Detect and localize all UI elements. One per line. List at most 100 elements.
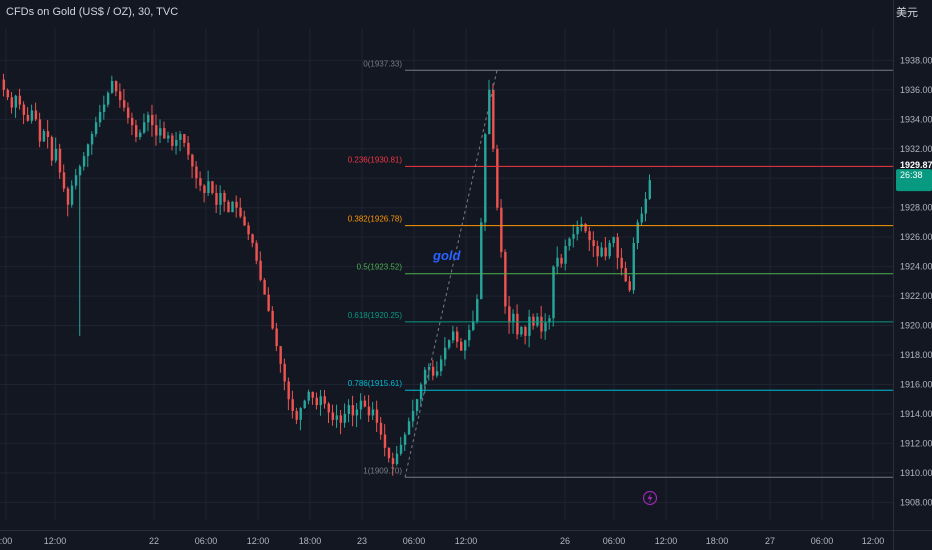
price-tick-label: 1908.00 <box>900 497 932 507</box>
candle-body <box>472 321 475 330</box>
candle-body <box>98 111 102 123</box>
price-tick-label: 1922.00 <box>900 291 932 301</box>
candle-body <box>247 225 250 235</box>
candle-body <box>427 366 431 370</box>
time-axis[interactable]: :00 12:00 22 06:00 12:00 18:00 23 06:00 12:00 26 0… <box>0 530 932 547</box>
candle-body <box>464 340 467 351</box>
fib-level-label: 0.5(1923.52) <box>357 263 403 272</box>
candle-body <box>42 131 46 142</box>
candle-body <box>106 92 110 105</box>
candle-body <box>556 257 559 267</box>
candle-body <box>419 384 423 400</box>
candle-body <box>143 122 146 133</box>
candle-body <box>435 371 439 376</box>
candle-body <box>34 110 38 120</box>
fib-level-label: 0.382(1926.78) <box>348 215 403 224</box>
fib-level-label: 1(1909.70) <box>363 466 402 475</box>
price-tick-label: 1936.00 <box>900 85 932 95</box>
fibonacci-retracement[interactable]: 0(1937.33) 0.236(1930.81) 0.382(1926.78) 0.… <box>348 59 893 478</box>
candle-body <box>74 175 78 186</box>
candle-body <box>283 363 286 382</box>
price-tick-label: 1934.00 <box>900 114 932 124</box>
currency-label[interactable]: 美元 <box>896 7 918 19</box>
candle-body <box>468 329 471 341</box>
candle-body <box>126 107 130 118</box>
candle-body <box>279 346 282 364</box>
time-tick-label: 27 <box>765 536 775 546</box>
candle-body <box>391 458 395 465</box>
candle-body <box>600 247 603 257</box>
candle-body <box>548 318 551 323</box>
chart-title: CFDs on Gold (US$ / OZ), 30, TVC <box>6 6 179 18</box>
fib-level-label: 0.618(1920.25) <box>348 311 403 320</box>
lightning-icon[interactable] <box>642 490 658 506</box>
candle-body <box>239 207 242 217</box>
candle-body <box>243 216 246 226</box>
candle-body <box>195 166 198 179</box>
fib-level-label: 0.786(1915.61) <box>348 379 403 388</box>
candle-body <box>504 251 507 307</box>
candle-body <box>528 316 531 336</box>
candle-body <box>86 144 90 157</box>
candle-body <box>263 279 266 295</box>
candle-body <box>175 139 178 146</box>
candle-body <box>359 400 363 410</box>
candle-body <box>628 281 631 291</box>
candle-body <box>339 415 343 423</box>
candle-body <box>255 243 258 261</box>
candle-body <box>22 104 26 115</box>
price-tick-label: 1932.00 <box>900 144 932 154</box>
candle-body <box>130 117 134 126</box>
candle-body <box>235 201 238 208</box>
candle-body <box>371 409 375 416</box>
candle-body <box>291 399 294 411</box>
candle-body <box>211 181 214 193</box>
candle-body <box>223 192 226 202</box>
candle-body <box>492 89 495 149</box>
time-tick-label: 18:00 <box>299 536 322 546</box>
time-tick-label: 18:00 <box>706 536 729 546</box>
candle-body <box>508 306 511 323</box>
candle-body <box>355 409 359 416</box>
candle-body <box>488 89 491 135</box>
candle-body <box>451 331 455 341</box>
fib-level-label: 0.236(1930.81) <box>348 155 403 164</box>
candle-body <box>70 185 74 205</box>
candle-body <box>10 97 14 108</box>
bar-countdown: 26:38 <box>900 170 923 180</box>
candle-body <box>267 294 270 311</box>
candle-body <box>327 403 331 413</box>
candle-body <box>524 327 527 336</box>
candle-body <box>423 369 427 385</box>
last-price-badge: 1929.87 26:38 <box>896 160 932 192</box>
candle-body <box>323 396 326 404</box>
candle-body <box>431 366 435 376</box>
last-price: 1929.87 <box>900 160 932 170</box>
candle-body <box>387 447 391 459</box>
candle-body <box>30 110 34 121</box>
candle-body <box>14 95 18 108</box>
price-tick-label: 1916.00 <box>900 379 932 389</box>
time-tick-label: :00 <box>0 536 12 546</box>
candle-body <box>564 246 567 264</box>
candle-body <box>90 134 94 145</box>
price-tick-label: 1926.00 <box>900 232 932 242</box>
candle-body <box>139 132 142 138</box>
candles <box>2 73 651 476</box>
candle-body <box>455 331 459 342</box>
candle-body <box>167 135 170 139</box>
candle-body <box>592 240 595 247</box>
candle-body <box>644 198 647 214</box>
candle-body <box>303 400 306 409</box>
gold-annotation[interactable]: gold <box>432 248 461 263</box>
candle-body <box>443 347 447 360</box>
candle-body <box>50 137 54 161</box>
candle-body <box>640 213 643 223</box>
grid-lines <box>0 28 893 520</box>
candle-body <box>648 180 651 199</box>
candle-body <box>315 397 318 406</box>
candle-body <box>604 247 607 257</box>
candle-body <box>275 328 278 347</box>
candle-body <box>2 79 6 90</box>
